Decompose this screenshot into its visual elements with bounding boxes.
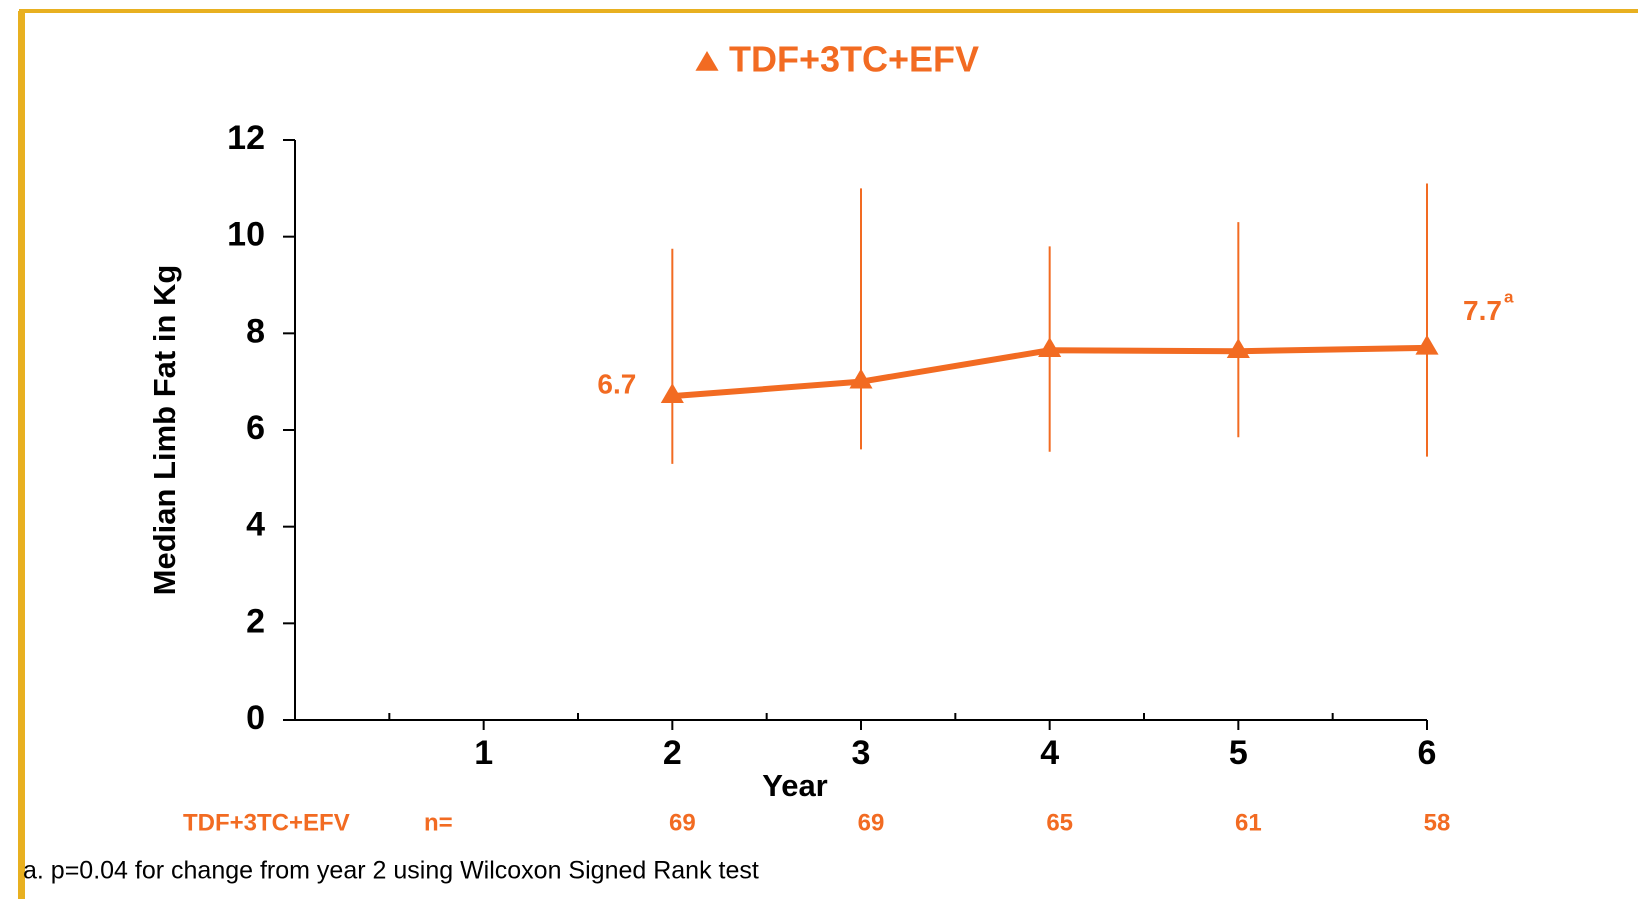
frame-left [18, 11, 25, 899]
marker [1415, 334, 1439, 355]
n-count: 58 [1424, 809, 1451, 836]
marker [660, 383, 684, 403]
legend-marker [695, 51, 719, 71]
footnote: a. p=0.04 for change from year 2 using W… [23, 857, 759, 885]
value-label: 7.7 [1463, 295, 1502, 326]
y-tick-label: 2 [246, 602, 265, 640]
y-tick-label: 8 [246, 312, 265, 350]
x-tick-label: 6 [1418, 734, 1437, 772]
n-count: 69 [669, 809, 696, 836]
x-axis-label: Year [762, 768, 828, 803]
n-count: 69 [858, 809, 885, 836]
marker [849, 368, 873, 389]
x-tick-label: 1 [474, 734, 493, 772]
x-tick-label: 5 [1229, 734, 1248, 772]
n-count: 65 [1046, 809, 1073, 836]
marker [1226, 338, 1250, 359]
n-row-label: n= [424, 809, 453, 836]
y-tick-label: 0 [246, 699, 265, 737]
x-tick-label: 3 [852, 734, 871, 772]
n-row-name: TDF+3TC+EFV [183, 809, 350, 836]
y-tick-label: 12 [227, 119, 265, 157]
x-tick-label: 2 [663, 734, 682, 772]
legend-label: TDF+3TC+EFV [729, 39, 979, 80]
y-tick-label: 10 [227, 216, 265, 254]
legend: TDF+3TC+EFV [695, 39, 979, 80]
y-axis-label: Median Limb Fat in Kg [147, 265, 182, 596]
value-label-note: a [1504, 287, 1514, 306]
marker [1038, 337, 1062, 358]
y-tick-label: 4 [246, 506, 265, 544]
n-count: 61 [1235, 809, 1262, 836]
y-tick-label: 6 [246, 409, 265, 447]
x-tick-label: 4 [1040, 734, 1059, 772]
value-label: 6.7 [597, 369, 636, 400]
